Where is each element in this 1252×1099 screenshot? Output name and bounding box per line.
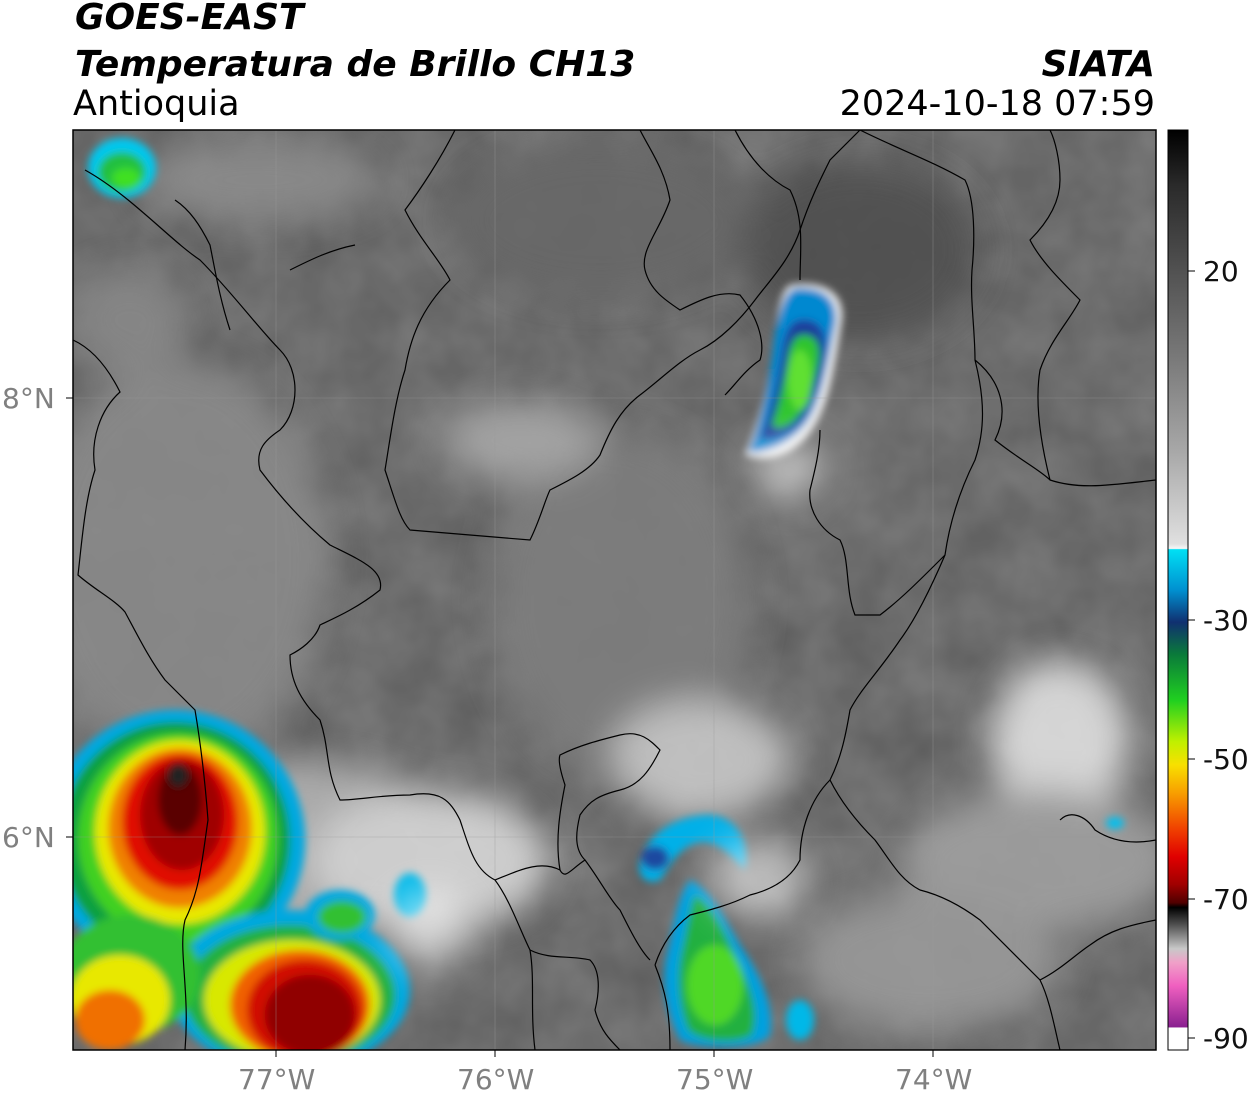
graticule bbox=[73, 130, 1156, 1050]
lon-tick-75w: 75°W bbox=[676, 1063, 754, 1096]
convective-cells bbox=[73, 138, 1124, 1050]
agency-title: SIATA bbox=[1041, 44, 1155, 85]
region-title: Antioquia bbox=[73, 84, 240, 124]
satellite-image bbox=[73, 130, 1156, 1050]
colorbar-tick-minus50: -50 bbox=[1203, 743, 1249, 776]
colorbar bbox=[1167, 129, 1195, 1051]
admin-borders bbox=[73, 130, 1156, 1050]
colorbar-tick-minus30: -30 bbox=[1203, 604, 1249, 637]
colorbar-tick-20: 20 bbox=[1203, 255, 1239, 288]
lat-tick-8n: 8°N bbox=[2, 382, 55, 415]
datetime-title: 2024-10-18 07:59 bbox=[839, 84, 1155, 124]
lat-tick-6n: 6°N bbox=[2, 821, 55, 854]
map-frame bbox=[72, 129, 1157, 1051]
product-title: Temperatura de Brillo CH13 bbox=[75, 44, 636, 85]
colorbar-tick-minus70: -70 bbox=[1203, 883, 1249, 916]
lon-tick-74w: 74°W bbox=[895, 1063, 973, 1096]
lon-tick-77w: 77°W bbox=[238, 1063, 316, 1096]
axis-ticks bbox=[66, 397, 934, 1057]
colorbar-tick-minus90: -90 bbox=[1203, 1022, 1249, 1055]
lon-tick-76w: 76°W bbox=[457, 1063, 535, 1096]
satellite-title: GOES-EAST bbox=[75, 0, 304, 38]
